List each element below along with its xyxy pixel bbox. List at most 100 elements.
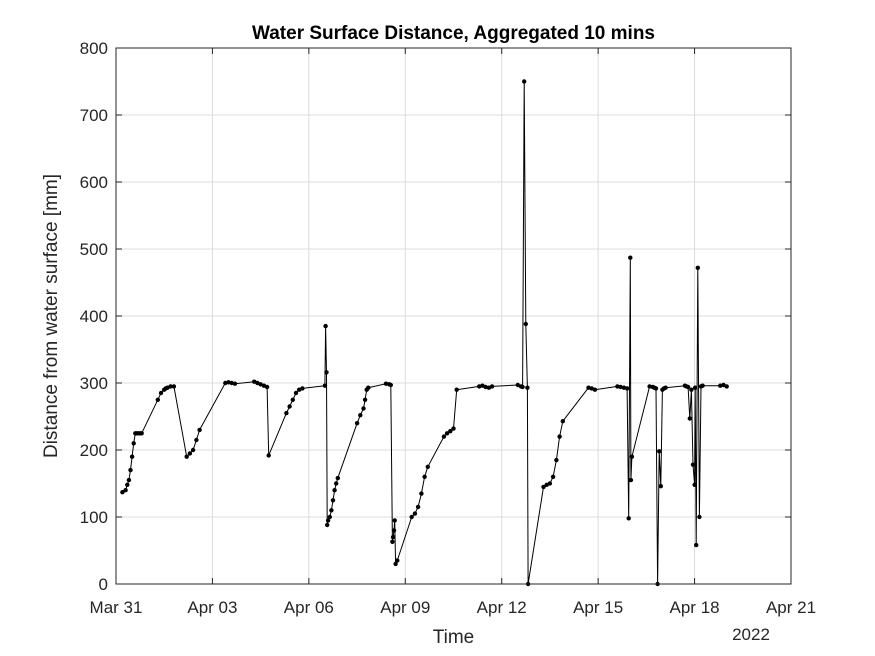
data-point bbox=[693, 385, 698, 390]
data-point bbox=[592, 387, 598, 392]
data-point bbox=[557, 434, 562, 439]
data-point bbox=[523, 321, 528, 327]
y-tick-label: 200 bbox=[80, 441, 108, 460]
data-point bbox=[489, 384, 495, 389]
data-point bbox=[158, 390, 164, 396]
x-tick-label: Apr 03 bbox=[187, 598, 237, 617]
data-point bbox=[415, 504, 421, 510]
x-axis-year-label: 2022 bbox=[732, 625, 770, 644]
data-point bbox=[626, 516, 631, 521]
data-point bbox=[697, 514, 702, 520]
data-point bbox=[126, 477, 132, 483]
data-point bbox=[525, 385, 530, 390]
data-point bbox=[131, 441, 136, 446]
data-point bbox=[123, 488, 128, 493]
y-tick-label: 100 bbox=[80, 508, 108, 527]
data-point bbox=[687, 416, 692, 421]
data-point bbox=[690, 462, 696, 467]
data-point bbox=[258, 382, 263, 387]
data-point bbox=[624, 386, 630, 391]
series-points bbox=[120, 79, 729, 587]
data-point bbox=[689, 387, 694, 392]
data-point bbox=[451, 426, 456, 431]
data-point bbox=[422, 474, 427, 479]
data-point bbox=[628, 255, 633, 260]
data-point bbox=[391, 528, 397, 533]
y-tick-label: 700 bbox=[80, 106, 108, 125]
data-point bbox=[324, 370, 329, 375]
x-tick-label: Apr 18 bbox=[670, 598, 720, 617]
data-point bbox=[128, 467, 133, 473]
y-tick-label: 800 bbox=[80, 39, 108, 58]
tick-labels: Mar 31 Apr 03 Apr 06 Apr 09 Apr 12 Apr 15 Apr … bbox=[80, 39, 816, 617]
y-tick-label: 600 bbox=[80, 173, 108, 192]
data-point bbox=[409, 514, 414, 520]
data-point bbox=[425, 464, 430, 469]
data-point bbox=[197, 427, 202, 433]
data-point bbox=[694, 542, 699, 548]
data-point bbox=[129, 454, 135, 459]
data-point bbox=[322, 383, 328, 388]
data-point bbox=[724, 384, 729, 389]
data-point bbox=[358, 413, 363, 418]
data-point bbox=[362, 397, 368, 402]
x-tick-label: Apr 06 bbox=[284, 598, 334, 617]
data-point bbox=[287, 404, 292, 409]
y-tick-label: 400 bbox=[80, 307, 108, 326]
data-point bbox=[361, 406, 366, 411]
data-point bbox=[327, 514, 332, 520]
x-axis-label: Time bbox=[433, 627, 475, 648]
data-point bbox=[325, 518, 331, 523]
data-point bbox=[695, 265, 700, 270]
data-point bbox=[139, 431, 144, 436]
x-tick-label: Apr 15 bbox=[573, 598, 623, 617]
data-point bbox=[628, 477, 634, 483]
data-point bbox=[483, 384, 488, 390]
data-point bbox=[448, 429, 453, 434]
y-axis-label: Distance from water surface [mm] bbox=[41, 174, 62, 458]
data-point bbox=[190, 447, 196, 453]
data-point bbox=[354, 421, 360, 426]
data-point bbox=[366, 385, 371, 390]
data-point bbox=[184, 454, 189, 459]
data-point bbox=[168, 384, 173, 389]
data-point bbox=[541, 484, 546, 490]
data-point bbox=[334, 481, 339, 486]
x-tick-label: Apr 09 bbox=[380, 598, 430, 617]
y-tick-label: 0 bbox=[99, 575, 108, 594]
chart-title: Water Surface Distance, Aggregated 10 mi… bbox=[252, 23, 655, 44]
data-point bbox=[293, 390, 299, 396]
x-tick-label: Apr 12 bbox=[477, 598, 527, 617]
data-point bbox=[125, 482, 130, 487]
data-point bbox=[547, 481, 553, 486]
data-point bbox=[300, 386, 305, 391]
data-point bbox=[454, 387, 459, 392]
data-point bbox=[393, 561, 398, 567]
data-point bbox=[290, 397, 295, 402]
data-point bbox=[266, 453, 271, 458]
data-point bbox=[618, 384, 623, 390]
data-point bbox=[560, 419, 565, 424]
x-tick-label: Mar 31 bbox=[90, 598, 143, 617]
data-point bbox=[550, 474, 556, 479]
axes-box bbox=[115, 47, 792, 585]
data-point bbox=[522, 79, 527, 84]
data-point bbox=[653, 386, 659, 391]
data-point bbox=[284, 410, 289, 416]
data-point bbox=[700, 383, 705, 388]
data-point bbox=[419, 491, 424, 496]
data-point bbox=[329, 508, 334, 513]
data-point bbox=[390, 539, 395, 544]
data-point bbox=[441, 434, 447, 439]
data-point bbox=[392, 518, 397, 523]
data-point bbox=[658, 484, 663, 489]
data-point bbox=[685, 384, 691, 390]
data-point bbox=[171, 384, 177, 389]
data-point bbox=[444, 431, 450, 436]
data-point bbox=[330, 498, 336, 503]
data-point bbox=[388, 382, 393, 388]
data-point bbox=[520, 384, 525, 390]
data-point bbox=[155, 397, 160, 402]
